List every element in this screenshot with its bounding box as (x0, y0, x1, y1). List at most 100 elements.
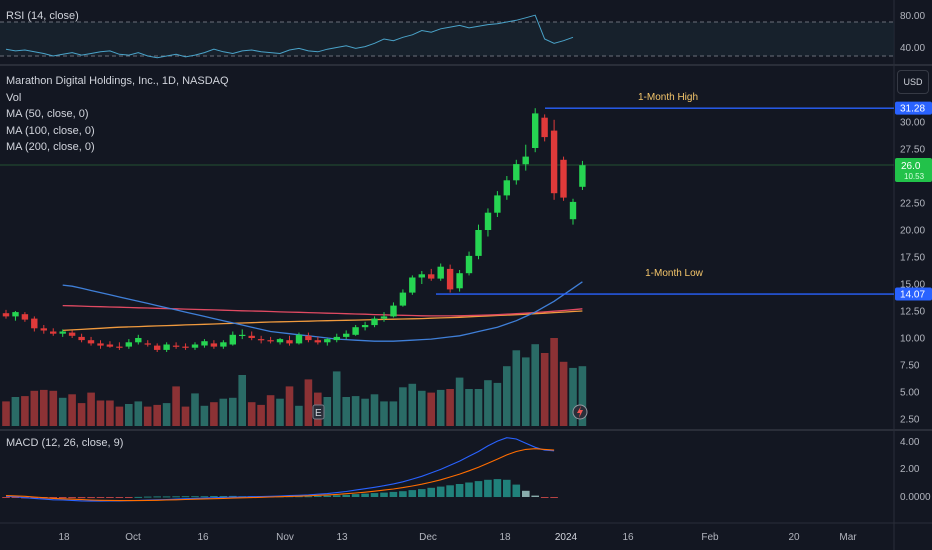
candle[interactable] (286, 340, 293, 344)
rsi-legend[interactable]: RSI (14, close) (6, 8, 79, 25)
currency-button[interactable]: USD (897, 70, 929, 94)
candle[interactable] (532, 113, 539, 148)
candles[interactable] (2, 108, 586, 352)
candle[interactable] (513, 164, 520, 181)
volume-bar (503, 366, 511, 426)
one-month-high-label: 1-Month High (638, 92, 698, 103)
macd-hist-bar (314, 495, 322, 497)
candle[interactable] (239, 334, 246, 336)
ma200-legend: MA (200, close, 0) (6, 141, 95, 153)
candle[interactable] (295, 334, 303, 344)
candle[interactable] (125, 342, 132, 347)
candle[interactable] (154, 345, 161, 350)
candle[interactable] (220, 342, 227, 347)
candle[interactable] (267, 340, 274, 342)
price-tick: 12.50 (900, 307, 925, 318)
volume-bar (87, 392, 95, 426)
candle[interactable] (371, 318, 378, 326)
candle[interactable] (229, 334, 236, 345)
candle[interactable] (163, 344, 170, 350)
candle[interactable] (144, 343, 151, 345)
rsi-pane[interactable]: 80.00 40.00 (0, 11, 925, 59)
candle[interactable] (324, 339, 331, 343)
candle[interactable] (390, 305, 397, 317)
candle[interactable] (87, 340, 95, 344)
candle[interactable] (106, 344, 114, 347)
volume-bar (455, 377, 464, 426)
volume-bar (49, 390, 58, 426)
macd-hist-bar (332, 495, 341, 497)
volume-bar (229, 397, 237, 426)
price-tick: 5.00 (900, 388, 920, 399)
macd-legend[interactable]: MACD (12, 26, close, 9) (6, 435, 123, 452)
candle[interactable] (550, 130, 558, 194)
macd-hist-bar (96, 497, 105, 498)
candle[interactable] (399, 292, 407, 306)
price-legend[interactable]: Marathon Digital Holdings, Inc., 1D, NAS… (6, 73, 229, 156)
candle[interactable] (361, 325, 369, 328)
candle[interactable] (503, 180, 510, 196)
candle[interactable] (21, 314, 29, 320)
time-tick: 16 (197, 532, 209, 543)
candle[interactable] (333, 336, 340, 341)
candle[interactable] (50, 331, 57, 334)
candle[interactable] (116, 346, 123, 348)
rsi-band (0, 22, 894, 56)
candle[interactable] (456, 273, 463, 289)
candle[interactable] (484, 212, 492, 230)
candle[interactable] (248, 335, 255, 338)
volume-bar (285, 386, 294, 426)
time-axis[interactable]: 18 Oct 16 Nov 13 Dec 18 2024 16 Feb 20 M… (58, 532, 857, 543)
candle[interactable] (380, 316, 388, 319)
candle[interactable] (541, 117, 548, 138)
macd-hist-bar (380, 492, 388, 497)
candle[interactable] (276, 339, 284, 343)
candle[interactable] (314, 340, 321, 343)
macd-hist-bar (323, 495, 332, 497)
candle[interactable] (210, 343, 218, 347)
candle[interactable] (418, 274, 425, 278)
earnings-marker[interactable] (312, 404, 325, 420)
candle[interactable] (437, 266, 444, 279)
candle[interactable] (569, 201, 577, 220)
candle[interactable] (40, 328, 47, 331)
candle[interactable] (475, 230, 482, 256)
candle[interactable] (494, 195, 501, 213)
candle[interactable] (560, 159, 567, 198)
candle[interactable] (201, 341, 208, 346)
macd-hist-bar (30, 497, 39, 499)
candle[interactable] (2, 313, 10, 317)
price-pane[interactable]: 1-Month High 1-Month Low 30.0027.5025.00… (0, 92, 932, 426)
macd-hist-bar (304, 496, 313, 498)
candle[interactable] (78, 336, 85, 341)
candle[interactable] (97, 343, 104, 346)
macd-hist-bar (134, 496, 143, 498)
volume-bar (77, 403, 86, 426)
candle[interactable] (68, 332, 76, 336)
macd-signal-line (5, 448, 555, 502)
candle[interactable] (135, 338, 142, 343)
macd-hist-bar (446, 485, 454, 497)
volume-bar (446, 389, 454, 426)
candle[interactable] (579, 165, 586, 187)
candle[interactable] (343, 333, 350, 337)
ma200-line (62, 310, 583, 332)
candle[interactable] (446, 268, 454, 290)
candle[interactable] (59, 331, 66, 334)
candle[interactable] (522, 156, 529, 165)
macd-hist-bar (181, 496, 190, 498)
candle[interactable] (31, 318, 38, 329)
candle[interactable] (172, 345, 180, 347)
candle[interactable] (352, 327, 359, 335)
candle[interactable] (12, 312, 19, 317)
macd-pane[interactable]: 4.00 2.00 0.0000 (2, 437, 931, 503)
candle[interactable] (428, 274, 435, 279)
time-tick: 13 (336, 532, 348, 543)
candle[interactable] (409, 277, 416, 293)
candle[interactable] (191, 344, 199, 348)
candle[interactable] (182, 346, 189, 348)
candle[interactable] (305, 335, 312, 341)
candle[interactable] (257, 339, 265, 341)
candle[interactable] (465, 255, 473, 274)
